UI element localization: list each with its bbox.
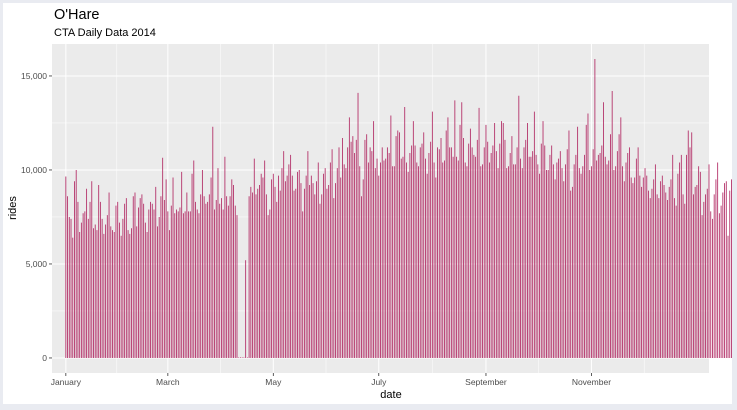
x-axis-title: date xyxy=(380,389,401,401)
y-tick-label: 5,000 xyxy=(26,259,48,269)
x-tick-label: September xyxy=(465,377,507,387)
y-axis: 0 5,000 10,000 15,000 xyxy=(21,71,52,363)
chart-title: O'Hare xyxy=(54,7,99,23)
x-tick-label: July xyxy=(371,377,387,387)
x-axis: January March May July September November xyxy=(51,373,611,387)
x-tick-label: November xyxy=(572,377,611,387)
y-tick-label: 15,000 xyxy=(21,71,47,81)
y-axis-title: rides xyxy=(7,196,19,220)
x-tick-label: May xyxy=(265,377,282,387)
y-tick-label: 0 xyxy=(42,353,47,363)
x-tick-label: January xyxy=(51,377,82,387)
y-tick-label: 10,000 xyxy=(21,165,47,175)
chart-subtitle: CTA Daily Data 2014 xyxy=(54,27,156,39)
bars xyxy=(65,59,732,358)
chart-frame: O'Hare CTA Daily Data 2014 0 5,000 10,000 1… xyxy=(3,3,732,404)
x-tick-label: March xyxy=(156,377,180,387)
chart: O'Hare CTA Daily Data 2014 0 5,000 10,000 1… xyxy=(7,7,732,401)
